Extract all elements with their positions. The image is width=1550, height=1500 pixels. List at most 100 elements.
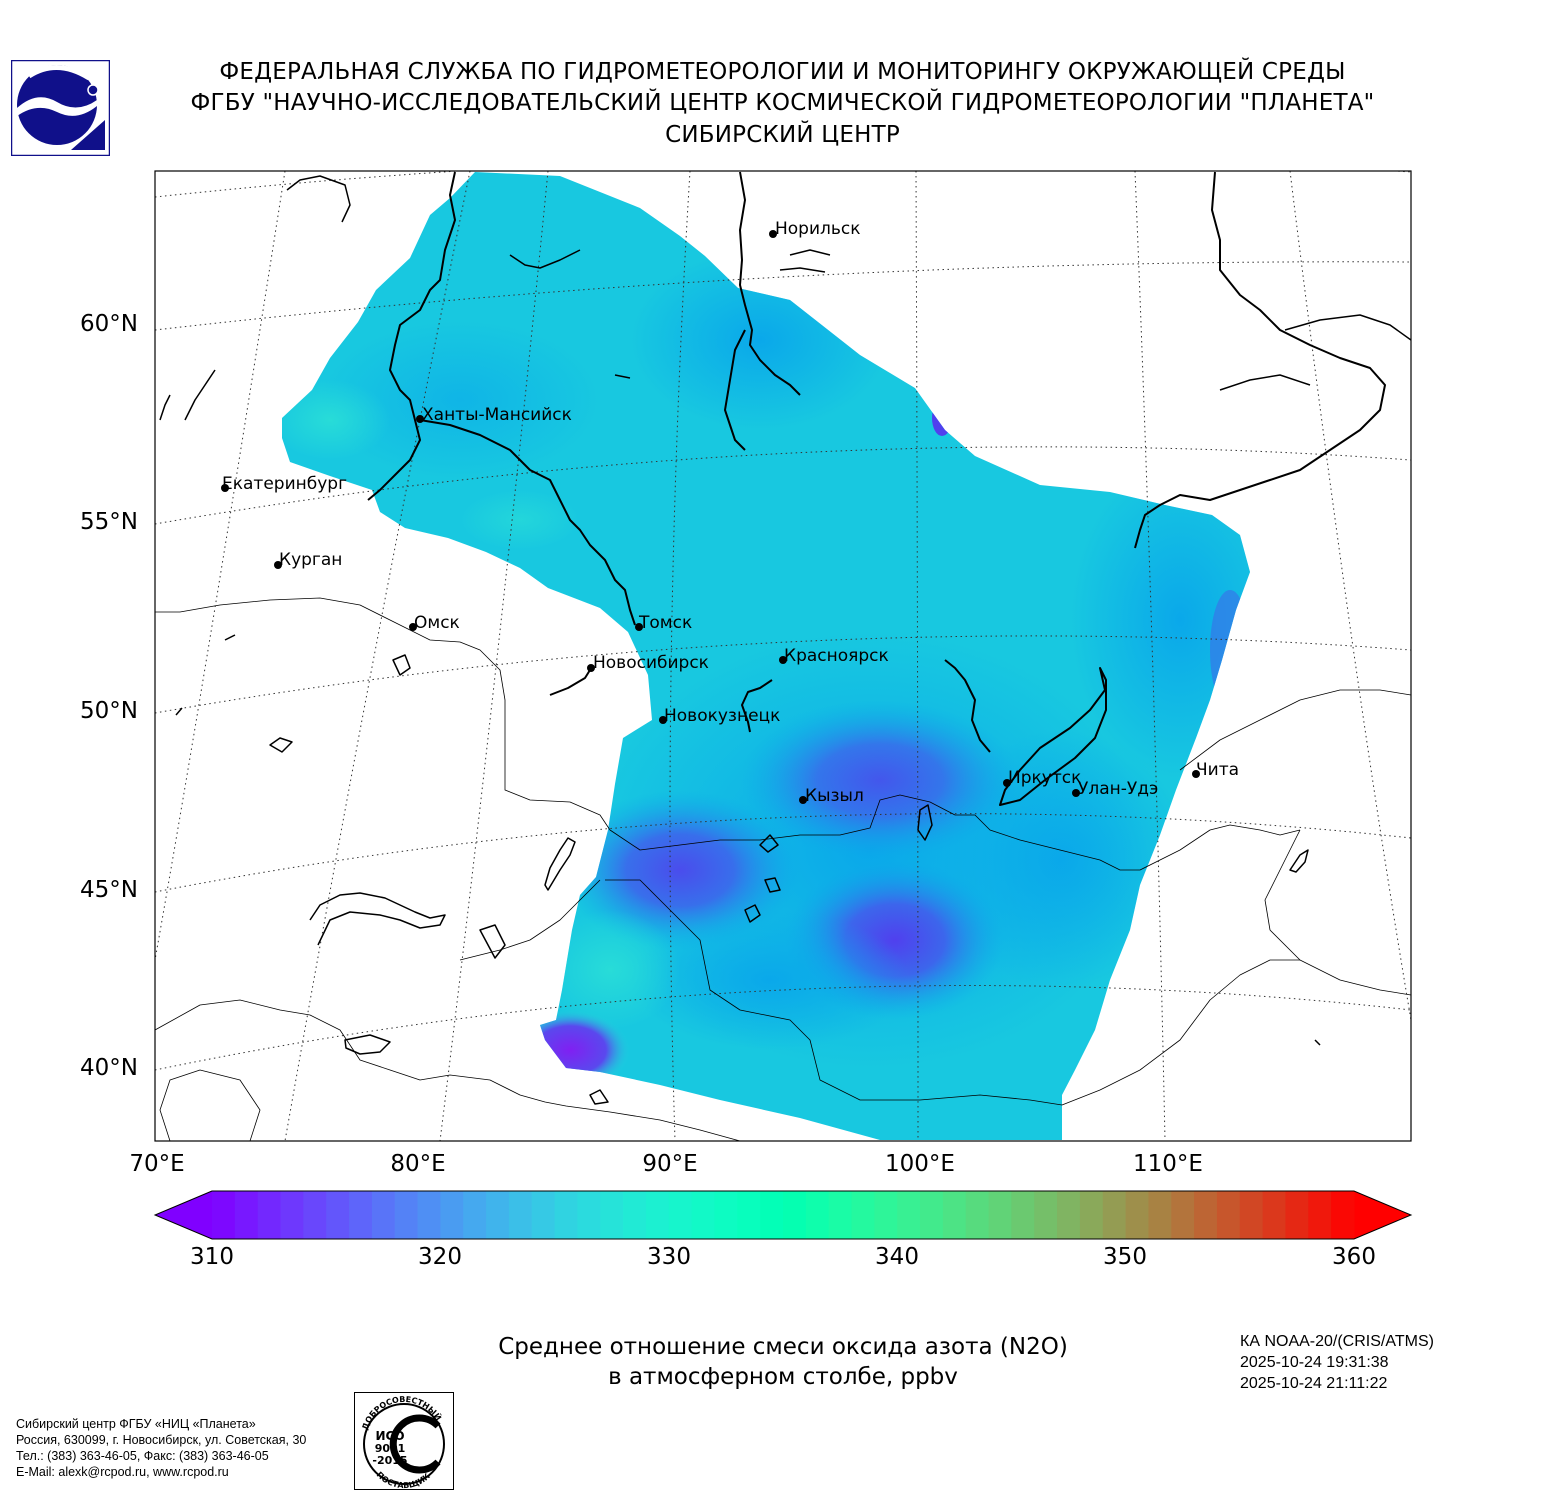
colorbar-step xyxy=(257,1191,282,1239)
colorbar-step xyxy=(463,1191,487,1239)
city-kyzyl[interactable]: Кызыл xyxy=(799,786,864,806)
colorbar-step xyxy=(417,1191,441,1239)
colorbar-step xyxy=(349,1191,373,1239)
colorbar-step xyxy=(303,1191,327,1239)
city-irkutsk[interactable]: Иркутск xyxy=(1003,768,1081,788)
colorbar-step xyxy=(212,1191,236,1239)
colorbar-step xyxy=(942,1191,967,1239)
lat-label-60: 60°N xyxy=(80,311,138,337)
city-label: Кызыл xyxy=(805,786,864,806)
colorbar-step xyxy=(1194,1191,1218,1239)
colorbar-label-360: 360 xyxy=(1332,1244,1376,1270)
organization-info: Сибирский центр ФГБУ «НИЦ «Планета» Росс… xyxy=(16,1416,306,1480)
lon-label-110: 110°E xyxy=(1133,1151,1203,1177)
colorbar-step xyxy=(600,1191,624,1239)
colorbar-steps xyxy=(212,1191,1355,1239)
city-ulan-ude[interactable]: Улан-Удэ xyxy=(1072,779,1158,799)
org-name: Сибирский центр ФГБУ «НИЦ «Планета» xyxy=(16,1417,256,1431)
colorbar-step xyxy=(805,1191,830,1239)
lon-label-80: 80°E xyxy=(390,1151,446,1177)
colorbar-step xyxy=(1102,1191,1127,1239)
colorbar-label-340: 340 xyxy=(875,1244,919,1270)
colorbar-step xyxy=(1308,1191,1332,1239)
colorbar-label-320: 320 xyxy=(418,1244,462,1270)
city-label: Ханты-Мансийск xyxy=(422,405,572,425)
city-tomsk[interactable]: Томск xyxy=(635,613,692,633)
colorbar-step xyxy=(1171,1191,1195,1239)
city-label: Екатеринбург xyxy=(222,474,347,494)
colorbar-step xyxy=(828,1191,853,1239)
colorbar-step xyxy=(486,1191,510,1239)
city-layer: Норильск Ханты-Мансийск Екатеринбург Кур… xyxy=(221,219,1239,806)
colorbar-step xyxy=(645,1191,670,1239)
planeta-logo xyxy=(11,60,110,156)
city-novosibirsk[interactable]: Новосибирск xyxy=(587,653,709,673)
org-email: E-Mail: alexk@rcpod.ru, www.rcpod.ru xyxy=(16,1465,229,1479)
city-label: Омск xyxy=(414,613,460,633)
city-kurgan[interactable]: Курган xyxy=(274,550,342,570)
city-yekaterinburg[interactable]: Екатеринбург xyxy=(221,474,347,494)
colorbar-step xyxy=(577,1191,601,1239)
colorbar-step xyxy=(988,1191,1012,1239)
lat-label-40: 40°N xyxy=(80,1055,138,1081)
colorbar xyxy=(153,1190,1413,1240)
city-omsk[interactable]: Омск xyxy=(409,613,460,633)
colorbar-step xyxy=(623,1191,647,1239)
map-frame xyxy=(154,170,1412,1142)
iso-certificate-seal: ДОБРОСОВЕСТНЫЙ ПОСТАВЩИК ИСО 9001 -2015 xyxy=(354,1392,454,1490)
colorbar-label-350: 350 xyxy=(1103,1244,1147,1270)
colorbar-step xyxy=(851,1191,875,1239)
colorbar-step xyxy=(668,1191,693,1239)
city-label: Новокузнецк xyxy=(664,706,780,726)
city-chita[interactable]: Чита xyxy=(1192,760,1239,780)
colorbar-label-310: 310 xyxy=(190,1244,234,1270)
city-label: Улан-Удэ xyxy=(1078,779,1158,799)
city-label: Курган xyxy=(279,550,342,570)
lat-label-55: 55°N xyxy=(80,509,138,535)
colorbar-step xyxy=(1262,1191,1287,1239)
colorbar-step xyxy=(440,1191,464,1239)
colorbar-step xyxy=(1057,1191,1081,1239)
colorbar-outline xyxy=(153,1190,1413,1240)
header-line-3: СИБИРСКИЙ ЦЕНТР xyxy=(665,122,900,148)
colorbar-label-330: 330 xyxy=(647,1244,691,1270)
city-norilsk[interactable]: Норильск xyxy=(769,219,861,239)
seal-year: -2015 xyxy=(372,1454,407,1467)
colorbar-step xyxy=(1079,1191,1104,1239)
colorbar-step xyxy=(760,1191,784,1239)
colorbar-step xyxy=(1331,1191,1355,1239)
colorbar-step xyxy=(737,1191,761,1239)
colorbar-step xyxy=(1216,1191,1241,1239)
colorbar-step xyxy=(783,1191,807,1239)
seal-number: 9001 xyxy=(375,1442,406,1455)
lat-label-50: 50°N xyxy=(80,698,138,724)
city-label: Красноярск xyxy=(784,646,889,666)
colorbar-step xyxy=(394,1191,419,1239)
city-krasnoyarsk[interactable]: Красноярск xyxy=(779,646,889,666)
coastlines xyxy=(155,171,1411,1141)
city-label: Иркутск xyxy=(1008,768,1081,788)
city-novokuznetsk[interactable]: Новокузнецк xyxy=(659,706,780,726)
city-khanty-mansiysk[interactable]: Ханты-Мансийск xyxy=(416,405,572,425)
colorbar-step xyxy=(714,1191,738,1239)
colorbar-step xyxy=(508,1191,533,1239)
colorbar-step xyxy=(691,1191,716,1239)
colorbar-extend-high xyxy=(1354,1191,1411,1239)
header-line-1: ФЕДЕРАЛЬНАЯ СЛУЖБА ПО ГИДРОМЕТЕОРОЛОГИИ … xyxy=(219,59,1346,85)
colorbar-step xyxy=(554,1191,579,1239)
org-address: Россия, 630099, г. Новосибирск, ул. Сове… xyxy=(16,1433,307,1447)
caption-line-1: Среднее отношение смеси оксида азота (N2… xyxy=(498,1334,1068,1360)
colorbar-step xyxy=(874,1191,898,1239)
colorbar-step xyxy=(531,1191,556,1239)
colorbar-step xyxy=(897,1191,921,1239)
lon-label-100: 100°E xyxy=(885,1151,955,1177)
colorbar-step xyxy=(1148,1191,1172,1239)
colorbar-step xyxy=(280,1191,304,1239)
lon-label-70: 70°E xyxy=(129,1151,185,1177)
city-label: Новосибирск xyxy=(593,653,709,673)
graticule xyxy=(155,171,1411,1141)
seal-standard: ИСО xyxy=(375,1429,404,1443)
org-phone: Тел.: (383) 363-46-05, Факс: (383) 363-4… xyxy=(16,1449,269,1463)
colorbar-step xyxy=(234,1191,259,1239)
